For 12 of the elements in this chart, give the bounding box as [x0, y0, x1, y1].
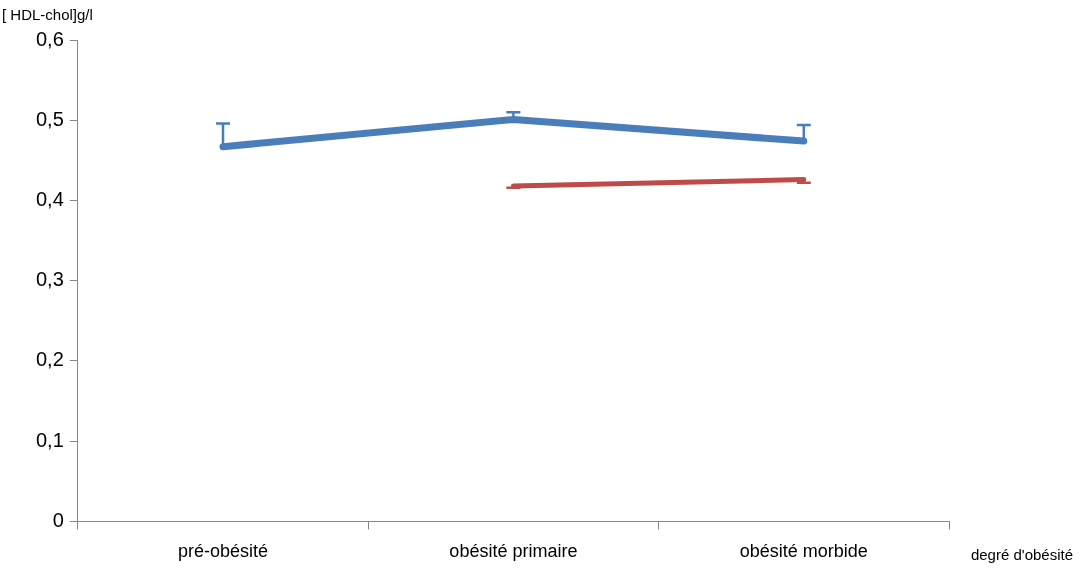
- x-tick-label: pré-obésité: [177, 541, 269, 562]
- y-tick-label: 0: [52, 508, 64, 531]
- y-tick-label: 0,6: [35, 27, 64, 50]
- y-tick-label: 0,3: [35, 268, 64, 291]
- y-tick-label: 0,1: [35, 428, 64, 451]
- x-tick-label: obésité primaire: [449, 541, 578, 562]
- x-tick-label: obésité morbide: [739, 541, 868, 562]
- y-tick-label: 0,2: [35, 348, 64, 371]
- y-tick-label: 0,4: [35, 187, 64, 210]
- y-axis-title: [ HDL-chol]g/l: [2, 6, 93, 23]
- x-axis-title: degré d'obésité: [970, 546, 1073, 563]
- y-tick-label: 0,5: [35, 107, 64, 130]
